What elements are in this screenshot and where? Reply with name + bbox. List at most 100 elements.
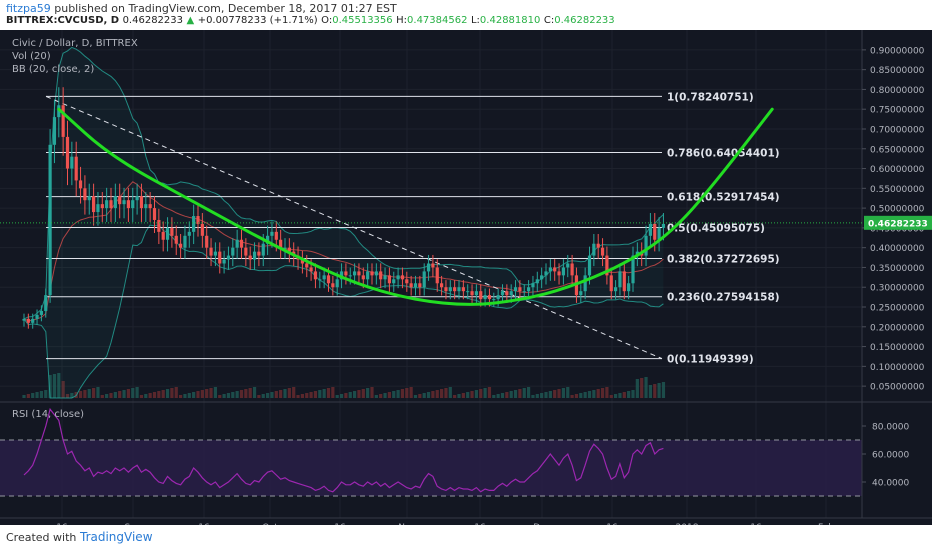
price-tick-label: 0.50000000 [870,205,925,215]
candle-body [192,216,196,232]
volume-bar [622,392,626,398]
candle-body [361,275,365,280]
fib-level-label: 0(0.11949399) [667,354,754,366]
candle-body [413,283,418,288]
chart-canvas[interactable]: 1(0.78240751) 0.786(0.64054401) 0.618(0.52… [0,30,932,525]
volume-bar [444,388,448,398]
candle-body [61,105,65,137]
volume-bar [252,387,257,398]
candle-body [587,255,592,276]
volume-bar [296,395,300,398]
fibonacci-retracement[interactable]: 1(0.78240751) 0.786(0.64054401) 0.618(0.52… [45,91,780,366]
ohlc-line: BITTREX:CVCUSD, D 0.46282233 ▲ +0.007782… [6,15,615,26]
rounding-bottom-curve[interactable] [57,107,774,306]
volume-bar [292,387,296,398]
volume-bar [413,395,418,398]
volume-bar [261,394,265,398]
candle-body [152,208,157,220]
volume-bars [22,373,666,398]
volume-bar [579,393,583,398]
volume-bar [570,395,574,398]
candle-body [487,295,492,300]
candle-body [379,271,383,280]
bollinger-bands [23,46,664,399]
volume-bar [339,394,344,398]
rsi-tick-label: 80.0000 [872,423,909,433]
volume-bar [553,390,557,398]
footer: Created with TradingView [0,525,932,550]
candle-body [170,227,174,236]
candle-body [218,251,222,264]
volume-bar [513,390,518,398]
candle-body [87,196,91,201]
volume-bar [248,388,252,398]
volume-bar [109,393,113,398]
candle-body [392,279,396,284]
volume-bar [374,395,378,398]
candle-body [431,263,435,268]
candle-body [592,243,596,256]
volume-bar [366,388,370,398]
candle-body [374,271,378,276]
volume-bar [152,392,157,398]
time-tick-label: 16 [198,523,210,525]
candle-body [509,291,513,296]
rsi-tick-label: 40.0000 [872,479,909,489]
candle-body [92,196,96,213]
volume-bar [657,383,661,398]
volume-bar [257,395,261,398]
tradingview-brand[interactable]: TradingView [80,530,153,544]
volume-bar [196,391,200,398]
candle-body [627,283,631,292]
volume-bar [322,389,326,398]
candle-body [548,267,552,272]
author-link[interactable]: fitzpa59 [6,2,51,15]
volume-bar [618,393,622,398]
price-tick-label: 0.80000000 [870,86,925,96]
volume-bar [540,393,544,398]
volume-bar [161,390,165,398]
volume-bar [400,389,405,398]
price-tick-label: 0.60000000 [870,165,925,175]
candle-body [644,235,648,256]
volume-bar [492,395,496,398]
candle-body [426,263,431,272]
volume-bar [131,388,135,398]
candle-body [357,271,361,276]
volume-bar [605,387,609,398]
fib-level-label: 0.786(0.64054401) [667,148,780,160]
volume-bar [422,393,426,398]
volume-bar [614,394,618,398]
volume-bar [52,374,57,398]
volume-bar [409,387,413,398]
volume-bar [518,389,522,398]
volume-bar [461,393,465,398]
candle-body [144,204,148,209]
volume-bar [487,387,492,398]
volume-bar [644,377,648,398]
candle-body [187,231,191,236]
candle-body [500,291,505,296]
time-tick-label: Nov [398,523,416,525]
candle-body [453,287,457,292]
candle-body [148,204,152,209]
volume-bar [453,395,457,398]
candle-body [400,275,405,280]
rsi-pane [0,407,862,497]
volume-bar [300,394,304,398]
volume-bar [440,389,444,398]
created-with-label: Created with [6,531,77,544]
volume-bar [231,392,235,398]
volume-bar [635,379,639,398]
candle-body [618,271,622,288]
candle-body [35,314,39,319]
volume-bar [496,394,500,398]
volume-bar [57,373,61,398]
volume-bar [135,387,139,398]
price-tick-label: 0.30000000 [870,284,925,294]
volume-bar [470,391,474,398]
rounding-bottom-arc [57,107,774,306]
volume-bar [313,391,318,398]
candle-body [65,136,70,169]
candle-body [435,267,439,284]
